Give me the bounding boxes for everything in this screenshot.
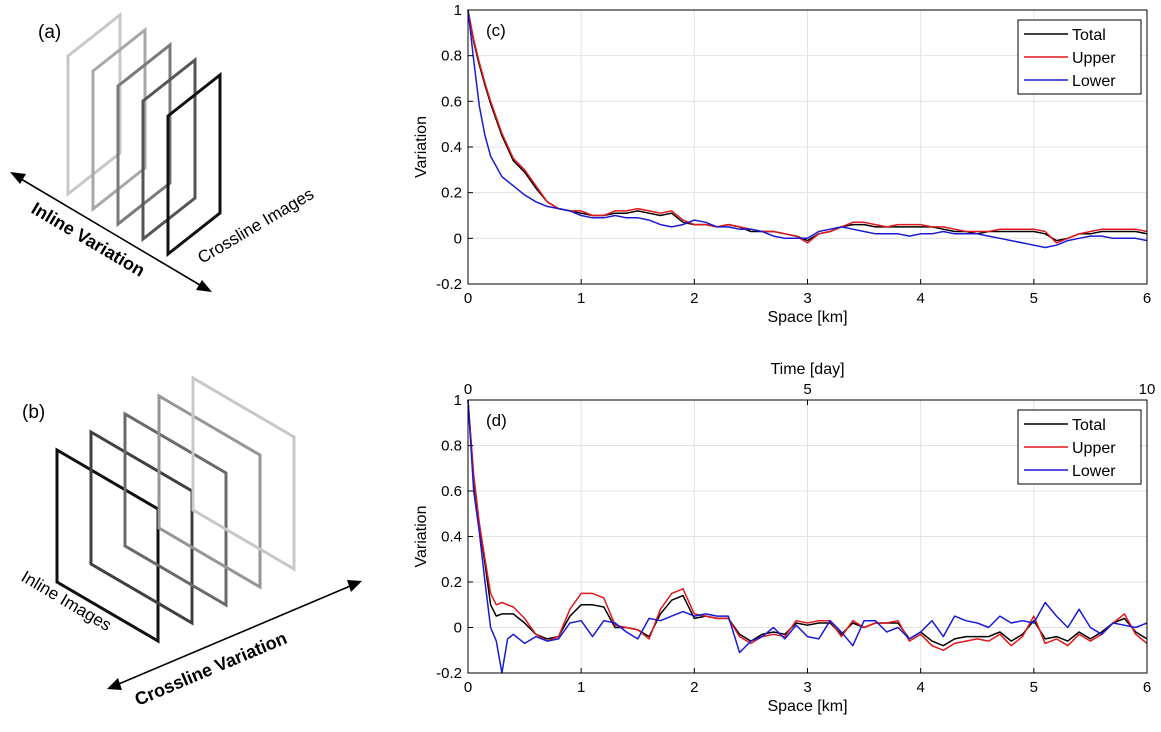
crossline-image-frame-2 [91, 26, 147, 213]
x-tick-label: 6 [1143, 290, 1151, 307]
crossline-image-frame-3 [116, 41, 172, 228]
inline-image-frame-3 [123, 411, 228, 608]
y-tick-label: 0 [454, 620, 462, 637]
top-tick-label: 5 [803, 381, 811, 398]
crossline-image-frame-1 [66, 11, 122, 198]
legend-label-upper: Upper [1072, 50, 1116, 67]
chart-c-panel-label: (c) [486, 21, 506, 40]
chart-c-x-ticks: 0 1 2 3 4 5 6 [464, 279, 1151, 307]
series-line-upper [467, 399, 1148, 652]
chart-c-y-ticks: -0.2 0 0.2 0.4 0.6 0.8 1 [436, 2, 473, 293]
chart-d-top-ticks: 0 5 10 [464, 381, 1156, 405]
x-tick-label: 6 [1143, 679, 1151, 696]
x-tick-label: 5 [1030, 679, 1038, 696]
y-tick-label: 0.6 [441, 483, 462, 500]
x-tick-label: 3 [803, 679, 811, 696]
x-tick-label: 3 [803, 290, 811, 307]
crossline-image-stack [66, 11, 222, 258]
legend-label-total: Total [1072, 417, 1106, 434]
panel-b: (b) Crossline Variation Inline Images [18, 375, 362, 710]
panel-a: (a) Inline Variation Crossline Images [10, 11, 317, 292]
chart-d-top-x-label: Time [day] [770, 361, 844, 378]
legend-label-lower: Lower [1072, 73, 1116, 90]
chart-c-x-label: Space [km] [767, 309, 847, 326]
x-tick-label: 1 [577, 679, 585, 696]
panel-a-label: (a) [38, 22, 61, 43]
x-tick-label: 5 [1030, 290, 1038, 307]
panel-b-label: (b) [22, 402, 45, 423]
chart-d-x-label: Space [km] [767, 698, 847, 715]
chart-d-series [467, 399, 1148, 674]
y-tick-label: 0 [454, 230, 462, 247]
chart-d-panel-label: (d) [486, 411, 507, 430]
x-tick-label: 2 [690, 679, 698, 696]
top-tick-label: 10 [1139, 381, 1156, 398]
legend-label-total: Total [1072, 27, 1106, 44]
x-tick-label: 4 [916, 290, 924, 307]
chart-d-y-ticks: -0.2 0 0.2 0.4 0.6 0.8 1 [436, 392, 473, 682]
chart-c-series [467, 9, 1148, 249]
x-tick-label: 1 [577, 290, 585, 307]
inline-variation-label: Inline Variation [28, 198, 148, 280]
x-tick-label: 4 [916, 679, 924, 696]
inline-variation-arrow [10, 172, 212, 292]
crossline-variation-arrow [107, 580, 362, 690]
y-tick-label: -0.2 [436, 665, 462, 682]
y-tick-label: 0.8 [441, 438, 462, 455]
inline-image-frame-5 [191, 375, 296, 572]
crossline-image-frame-5 [166, 71, 222, 258]
y-tick-label: 0.2 [441, 574, 462, 591]
x-tick-label: 2 [690, 290, 698, 307]
chart-d-legend: Total Upper Lower [1017, 409, 1142, 485]
y-tick-label: 0.4 [441, 529, 462, 546]
inline-image-frame-4 [157, 393, 262, 590]
series-line-lower [467, 399, 1148, 674]
y-tick-label: -0.2 [436, 276, 462, 293]
legend-label-upper: Upper [1072, 440, 1116, 457]
inline-image-stack [55, 375, 296, 644]
x-tick-label: 0 [464, 679, 472, 696]
inline-image-frame-2 [89, 429, 194, 626]
chart-d-y-label: Variation [413, 506, 430, 568]
y-tick-label: 0.4 [441, 139, 462, 156]
chart-c-legend: Total Upper Lower [1017, 19, 1142, 95]
crossline-image-frame-4 [141, 56, 197, 243]
y-tick-label: 0.6 [441, 93, 462, 110]
y-tick-label: 0.2 [441, 185, 462, 202]
chart-c-y-label: Variation [413, 116, 430, 178]
series-line-lower [467, 9, 1148, 249]
y-tick-label: 1 [454, 392, 462, 409]
y-tick-label: 1 [454, 2, 462, 19]
x-tick-label: 0 [464, 290, 472, 307]
top-tick-label: 0 [464, 381, 472, 398]
legend-label-lower: Lower [1072, 463, 1116, 480]
inline-images-label: Inline Images [18, 567, 115, 635]
chart-d-x-ticks: 0 1 2 3 4 5 6 [464, 668, 1151, 696]
crossline-images-label: Crossline Images [194, 184, 317, 267]
y-tick-label: 0.8 [441, 48, 462, 65]
